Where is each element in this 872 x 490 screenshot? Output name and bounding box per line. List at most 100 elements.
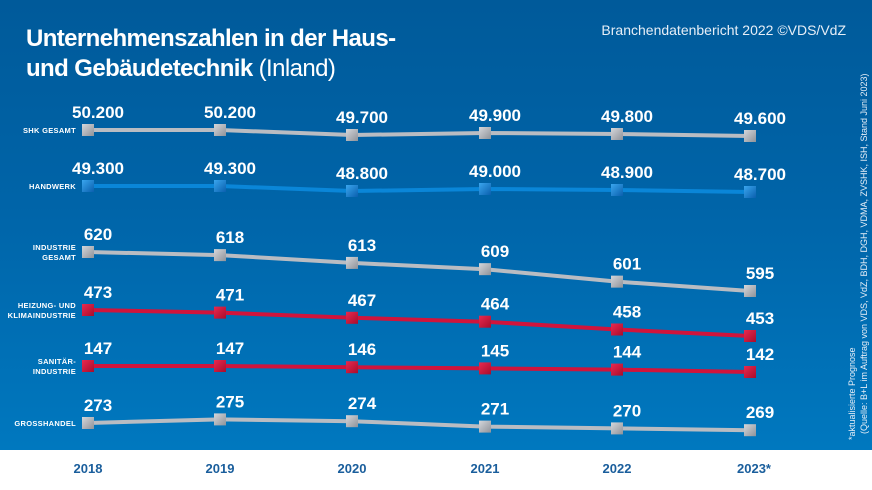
data-point-marker xyxy=(479,420,491,433)
series-name-label: GROSSHANDEL xyxy=(14,419,76,428)
series-line xyxy=(87,308,751,338)
data-point-marker xyxy=(744,424,756,437)
data-point-marker xyxy=(214,306,226,319)
data-label: 49.800 xyxy=(601,107,653,126)
data-label: 274 xyxy=(348,394,377,413)
x-axis: 2018 2019 2020 2021 2022 2023* xyxy=(74,461,772,476)
data-point-marker xyxy=(346,129,358,141)
data-point-marker xyxy=(611,323,623,336)
data-label: 273 xyxy=(84,396,112,415)
data-label: 601 xyxy=(613,255,641,274)
data-point-marker xyxy=(82,124,94,136)
data-point-marker xyxy=(744,186,756,198)
data-point-marker xyxy=(346,256,358,269)
data-point-marker xyxy=(214,360,226,372)
data-label: 147 xyxy=(84,339,112,358)
data-label: 50.200 xyxy=(72,103,124,122)
title-light-part: (Inland) xyxy=(258,55,336,82)
series-name-label: KLIMAINDUSTRIE xyxy=(8,311,76,320)
data-point-marker xyxy=(479,127,491,139)
data-point-marker xyxy=(479,362,491,375)
x-tick-label: 2019 xyxy=(206,461,235,476)
data-label: 142 xyxy=(746,345,774,364)
data-point-marker xyxy=(82,360,94,372)
data-label: 146 xyxy=(348,340,376,359)
data-label: 275 xyxy=(216,392,244,411)
data-point-marker xyxy=(346,361,358,374)
series-name-label: GESAMT xyxy=(42,253,76,262)
data-label: 49.900 xyxy=(469,106,521,125)
data-point-marker xyxy=(82,246,94,258)
data-label: 48.900 xyxy=(601,163,653,182)
series-line xyxy=(88,184,751,194)
data-point-marker xyxy=(611,363,623,376)
x-tick-label: 2023* xyxy=(737,461,772,476)
data-label: 618 xyxy=(216,228,244,247)
data-label: 271 xyxy=(481,400,509,419)
title-line-2: und Gebäudetechnik (Inland) xyxy=(26,54,395,84)
data-label: 48.700 xyxy=(734,165,786,184)
chart-background-panel xyxy=(0,0,872,450)
data-label: 49.300 xyxy=(204,159,256,178)
data-point-marker xyxy=(744,285,756,297)
data-point-marker xyxy=(744,130,756,142)
data-point-marker xyxy=(744,366,756,378)
data-point-marker xyxy=(611,184,623,196)
data-label: 609 xyxy=(481,242,509,261)
data-point-marker xyxy=(214,249,226,262)
data-label: 48.800 xyxy=(336,164,388,183)
series-line xyxy=(88,364,751,374)
series-name-label: SHK GESAMT xyxy=(23,126,76,135)
data-point-marker xyxy=(479,315,491,328)
data-label: 464 xyxy=(481,295,510,314)
data-point-marker xyxy=(346,415,358,428)
data-point-marker xyxy=(82,304,94,316)
data-label: 49.600 xyxy=(734,109,786,128)
data-point-marker xyxy=(611,422,623,435)
x-tick-label: 2022 xyxy=(603,461,632,476)
chart-title: Unternehmenszahlen in der Haus- und Gebä… xyxy=(26,24,396,84)
series-layer: 50.200 50.200 49.700 49.900 49.800 49.600 SHK … xyxy=(8,103,786,437)
series-line xyxy=(87,417,751,433)
data-label: 471 xyxy=(216,286,244,305)
data-label: 49.700 xyxy=(336,108,388,127)
data-label: 613 xyxy=(348,236,376,255)
series-handwerk: 49.300 49.300 48.800 49.000 48.900 48.700 HAND… xyxy=(29,159,786,198)
data-point-marker xyxy=(82,417,94,429)
series-name-label: INDUSTRIE xyxy=(33,243,76,252)
data-label: 147 xyxy=(216,339,244,358)
data-label: 270 xyxy=(613,401,641,420)
data-label: 473 xyxy=(84,283,112,302)
series-line xyxy=(87,250,751,293)
series-heizung-und-klimaindustrie: 473 471 467 464 458 453 HEIZUNG- UNDKLIMAINDUS… xyxy=(8,283,774,342)
data-label: 458 xyxy=(613,303,641,322)
series-name-label: SANITÄR- xyxy=(38,357,76,366)
series-sanit-r-industrie: 147 147 146 145 144 142 SANITÄR-INDUSTRIE xyxy=(33,339,774,378)
data-label: 144 xyxy=(613,343,642,362)
data-label: 49.000 xyxy=(469,162,521,181)
data-label: 145 xyxy=(481,341,509,360)
data-point-marker xyxy=(214,413,226,426)
data-point-marker xyxy=(744,330,756,342)
source-credit: Branchendatenbericht 2022 ©VDS/VdZ xyxy=(601,22,846,38)
data-point-marker xyxy=(346,185,358,197)
data-point-marker xyxy=(346,311,358,324)
data-label: 595 xyxy=(746,264,774,283)
series-name-label: HANDWERK xyxy=(29,182,76,191)
data-label: 620 xyxy=(84,225,112,244)
data-label: 467 xyxy=(348,291,376,310)
data-point-marker xyxy=(611,275,623,288)
series-name-label: HEIZUNG- UND xyxy=(18,301,76,310)
data-point-marker xyxy=(611,128,623,140)
data-point-marker xyxy=(214,124,226,136)
series-shk-gesamt: 50.200 50.200 49.700 49.900 49.800 49.600 SHK … xyxy=(23,103,786,142)
data-label: 49.300 xyxy=(72,159,124,178)
data-point-marker xyxy=(214,180,226,192)
x-tick-label: 2018 xyxy=(74,461,103,476)
title-line-1: Unternehmenszahlen in der Haus- xyxy=(26,25,396,52)
series-line xyxy=(88,128,751,138)
data-point-marker xyxy=(479,183,491,195)
data-label: 269 xyxy=(746,403,774,422)
